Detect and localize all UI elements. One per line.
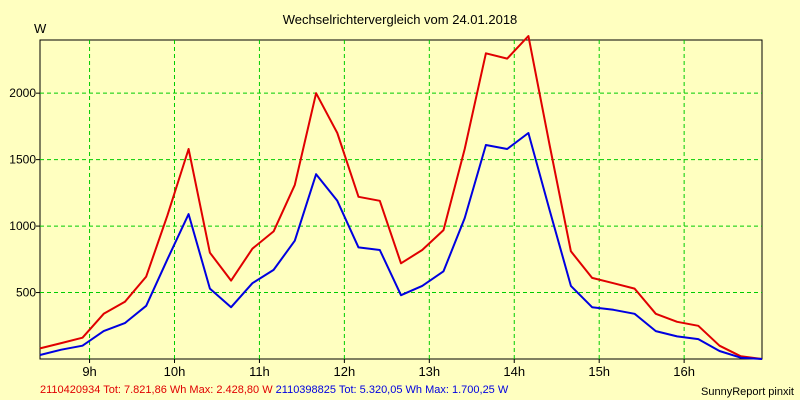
- chart-footer: 2110420934 Tot: 7.821,86 Wh Max: 2.428,8…: [40, 383, 508, 397]
- x-axis-ticks: 9h 10h 11h 12h 13h 14h 15h 16h: [82, 359, 695, 379]
- x-tick-label: 9h: [82, 364, 96, 379]
- y-tick-label: 500: [16, 286, 36, 300]
- gridlines: [40, 40, 762, 359]
- x-tick-label: 14h: [503, 364, 525, 379]
- x-tick-label: 15h: [588, 364, 610, 379]
- series-1-summary: 2110420934 Tot: 7.821,86 Wh Max: 2.428,8…: [40, 384, 273, 396]
- x-tick-label: 16h: [673, 364, 695, 379]
- x-tick-label: 12h: [334, 364, 356, 379]
- y-tick-label: 2000: [9, 86, 36, 100]
- y-axis-ticks: 500 1000 1500 2000: [9, 86, 40, 300]
- y-tick-label: 1500: [9, 153, 36, 167]
- chart-title: Wechselrichtervergleich vom 24.01.2018: [283, 12, 518, 27]
- x-tick-label: 13h: [418, 364, 440, 379]
- brand-label: SunnyReport pinxit: [701, 386, 794, 398]
- x-tick-label: 11h: [249, 364, 270, 379]
- series-line-1: [39, 35, 763, 360]
- y-tick-label: 1000: [9, 219, 36, 233]
- y-axis-unit-label: W: [34, 21, 47, 36]
- x-tick-label: 10h: [164, 364, 186, 379]
- line-chart: Wechselrichtervergleich vom 24.01.2018 W…: [9, 12, 763, 379]
- plot-area-border: [39, 39, 763, 360]
- series-line-2: [39, 132, 763, 360]
- series-2-summary: 2110398825 Tot: 5.320,05 Wh Max: 1.700,2…: [275, 384, 509, 396]
- series-lines: [39, 35, 763, 360]
